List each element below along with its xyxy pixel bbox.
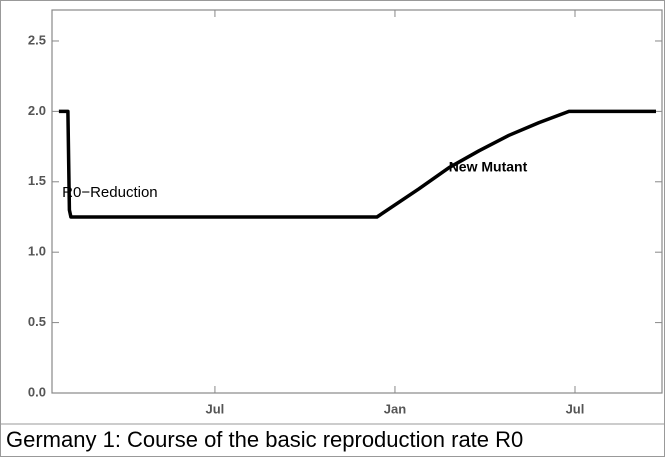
y-tick-label: 2.5: [28, 32, 46, 47]
x-tick-label: Jan: [384, 401, 406, 416]
line: [58, 109, 656, 219]
annotation: R0−Reduction: [62, 184, 157, 201]
plot-frame: [51, 9, 663, 394]
y-tick-label: 1.5: [28, 173, 46, 188]
annotation: New Mutant: [449, 158, 528, 174]
x-tick-label: Jul: [206, 401, 225, 416]
y-tick-label: 1.0: [28, 244, 46, 259]
x-tick-label: Jul: [566, 401, 585, 416]
caption: Germany 1: Course of the basic reproduct…: [6, 427, 523, 452]
y-tick-label: 0.5: [28, 314, 46, 329]
y-tick-label: 2.0: [28, 103, 46, 118]
y-tick-label: 0.0: [28, 384, 46, 399]
